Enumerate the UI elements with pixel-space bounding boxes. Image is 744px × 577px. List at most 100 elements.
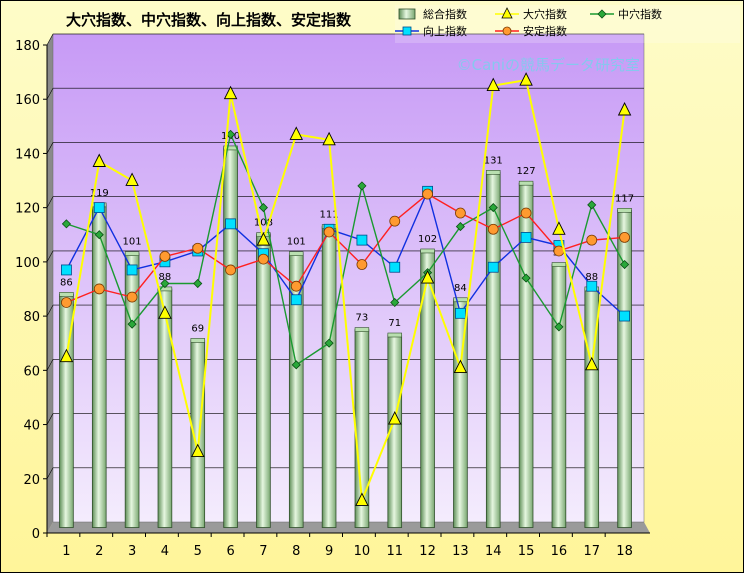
diamond-marker xyxy=(488,203,498,213)
square-marker xyxy=(586,280,598,292)
square-marker xyxy=(356,234,368,246)
bar xyxy=(420,248,435,528)
diamond-marker xyxy=(324,338,334,348)
x-tick-label: 16 xyxy=(551,544,568,559)
bar xyxy=(190,338,206,528)
x-tick-label: 8 xyxy=(292,544,300,559)
y-tick-label: 80 xyxy=(23,310,40,325)
triangle-marker xyxy=(59,348,74,363)
bar xyxy=(551,262,567,528)
circle-marker xyxy=(323,226,335,238)
triangle-marker xyxy=(486,77,500,92)
diamond-marker xyxy=(554,322,564,332)
bar-value-label: 88 xyxy=(159,272,172,283)
y-tick-label: 100 xyxy=(15,256,40,271)
triangle-marker xyxy=(256,232,271,246)
gridline-side xyxy=(46,250,54,263)
bar-body xyxy=(157,288,173,528)
circle-marker xyxy=(126,291,138,303)
line-series-circle xyxy=(61,188,630,308)
x-tick-label: 17 xyxy=(583,544,600,559)
bar-body xyxy=(91,204,107,528)
legend-label: 総合指数 xyxy=(423,7,467,21)
bar-value-label: 84 xyxy=(454,283,467,294)
bar-body xyxy=(321,226,337,528)
triangle-marker xyxy=(617,101,632,116)
triangle-marker xyxy=(223,85,238,100)
y-tick-label: 60 xyxy=(23,364,40,379)
legend-item: 大穴指数 xyxy=(495,7,567,21)
x-tick-label: 12 xyxy=(419,544,436,559)
diamond-marker xyxy=(390,297,400,308)
triangle-marker xyxy=(191,443,205,458)
bar-value-label: 108 xyxy=(254,218,273,229)
x-tick-label: 18 xyxy=(616,544,633,559)
bar xyxy=(387,332,403,528)
x-tick-label: 14 xyxy=(485,544,502,559)
legend-label: 大穴指数 xyxy=(523,7,567,21)
square-marker xyxy=(225,218,236,230)
square-marker xyxy=(126,264,138,276)
square-marker xyxy=(455,307,466,319)
diamond-marker xyxy=(620,259,630,270)
bar-body xyxy=(617,209,632,528)
gridline-side xyxy=(46,88,54,100)
circle-marker xyxy=(422,188,433,200)
bar-body xyxy=(256,234,271,528)
bar-top xyxy=(190,338,205,343)
gridline-side xyxy=(46,467,54,479)
bar xyxy=(157,286,173,528)
legend-box xyxy=(395,5,740,43)
bar-top xyxy=(617,208,632,213)
bar xyxy=(223,145,238,528)
series-line xyxy=(66,193,625,304)
plot-area xyxy=(52,33,645,523)
circle-marker xyxy=(192,242,204,254)
y-tick-label: 120 xyxy=(15,202,40,217)
diamond-marker xyxy=(193,278,203,289)
bar-series-total xyxy=(59,145,632,528)
watermark: ©Caniの競馬データ研究室 xyxy=(457,56,640,74)
chart-title: 大穴指数、中穴指数、向上指数、安定指数 xyxy=(66,11,352,29)
bar-top xyxy=(354,327,370,332)
diamond-marker xyxy=(357,181,367,191)
triangle-marker xyxy=(420,270,435,284)
x-tick-label: 2 xyxy=(95,544,103,559)
bar-top xyxy=(453,297,468,303)
y-tick-label: 20 xyxy=(23,473,40,488)
bar xyxy=(617,208,632,528)
legend-item: 総合指数 xyxy=(398,7,467,21)
diamond-marker xyxy=(587,200,597,210)
y-tick-label: 180 xyxy=(15,39,40,54)
triangle-marker xyxy=(453,359,468,373)
bar-value-label: 73 xyxy=(356,313,369,324)
y-tick-label: 160 xyxy=(15,93,40,108)
square-marker xyxy=(290,294,302,306)
legend-label: 向上指数 xyxy=(423,24,467,38)
bar xyxy=(321,224,337,528)
bar-top xyxy=(551,262,567,267)
triangle-marker xyxy=(355,492,369,506)
bar-top xyxy=(518,180,534,186)
x-tick-label: 4 xyxy=(161,544,169,559)
legend-swatch-bar xyxy=(398,8,416,20)
diamond-marker xyxy=(94,230,104,240)
triangle-marker xyxy=(92,153,106,167)
square-marker xyxy=(520,232,532,243)
x-tick-label: 5 xyxy=(194,544,202,559)
triangle-marker xyxy=(519,72,533,86)
diamond-marker xyxy=(291,360,301,370)
circle-marker xyxy=(93,283,105,295)
x-tick-label: 10 xyxy=(354,544,371,559)
circle-marker xyxy=(225,264,236,276)
legend-label: 安定指数 xyxy=(523,24,567,38)
bar-top xyxy=(59,292,74,297)
bar-top xyxy=(420,248,435,254)
legend-label: 中穴指数 xyxy=(618,7,662,21)
y-tick-label: 140 xyxy=(15,147,40,162)
circle-marker xyxy=(356,259,368,270)
diamond-marker xyxy=(160,278,170,289)
circle-marker xyxy=(159,250,171,262)
legend-square-marker xyxy=(402,26,412,36)
